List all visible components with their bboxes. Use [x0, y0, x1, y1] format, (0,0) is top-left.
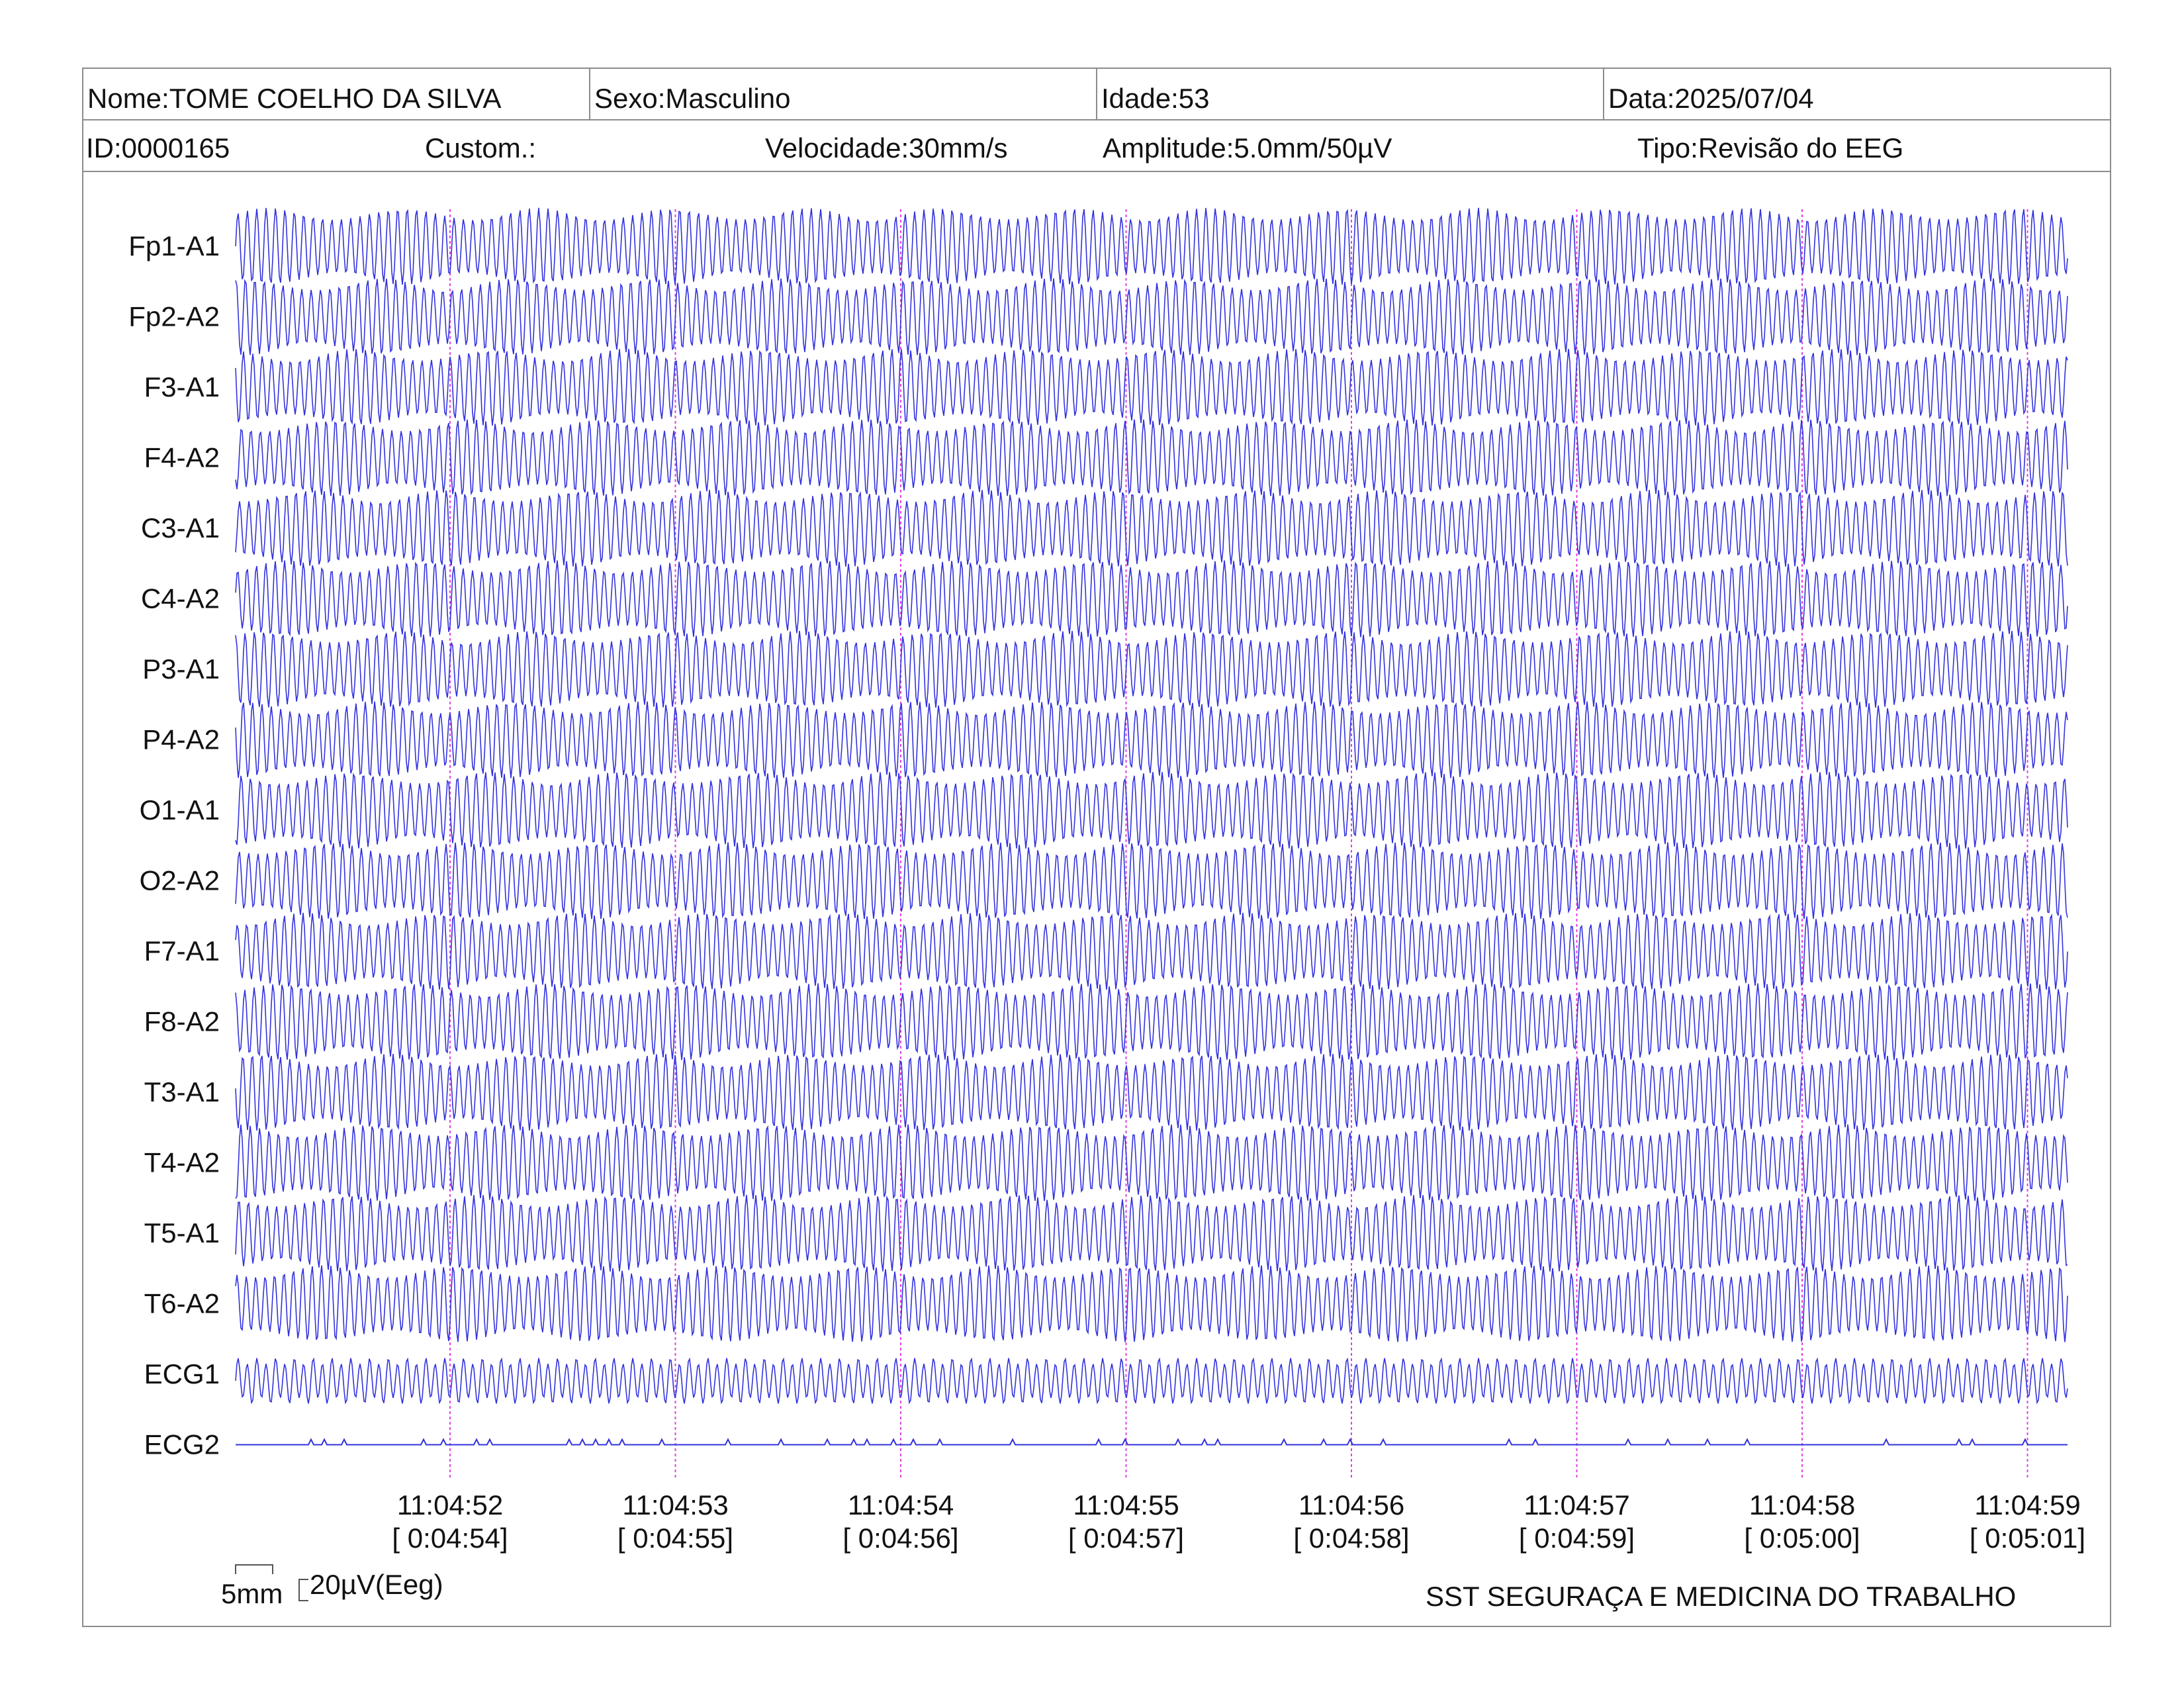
channel-trace — [235, 772, 2068, 849]
channel-label: F3-A1 — [144, 371, 220, 402]
clock-time-label: 11:04:56 — [1298, 1489, 1404, 1521]
channel-trace — [235, 1265, 2068, 1342]
channel-labels: Fp1-A1 Fp2-A2 F3-A1 F4-A2 C3-A1 C4-A2 P3-A1 P4-… — [128, 230, 220, 1460]
channel-trace — [235, 1357, 2068, 1405]
clock-time-label: 11:04:53 — [622, 1489, 728, 1521]
channel-trace — [235, 419, 2068, 496]
channel-trace — [235, 207, 2068, 285]
amplitude-setting: Amplitude:5.0mm/50µV — [1103, 132, 1392, 164]
clock-time-label: 11:04:58 — [1749, 1489, 1855, 1521]
channel-label: F7-A1 — [144, 935, 220, 966]
channel-label: O1-A1 — [140, 794, 220, 825]
channel-trace — [235, 490, 2068, 567]
channel-trace — [235, 912, 2068, 990]
elapsed-time-label: [ 0:04:57] — [1068, 1523, 1184, 1554]
clock-time-label: 11:04:59 — [1974, 1489, 2080, 1521]
patient-name: Nome:TOME COELHO DA SILVA — [83, 69, 590, 119]
channel-trace — [235, 631, 2068, 708]
channel-label: ECG1 — [144, 1358, 220, 1389]
channel-trace — [235, 349, 2068, 426]
elapsed-time-label: [ 0:05:01] — [1970, 1523, 2085, 1554]
report-frame: Nome:TOME COELHO DA SILVA Sexo:Masculino… — [82, 68, 2111, 1627]
channel-trace — [236, 1438, 2068, 1446]
custom-field: Custom.: — [425, 132, 537, 164]
elapsed-time-label: [ 0:04:59] — [1519, 1523, 1635, 1554]
channel-label: C4-A2 — [141, 583, 220, 614]
company-name: SST SEGURAÇA E MEDICINA DO TRABALHO — [1426, 1581, 2017, 1612]
channel-trace — [235, 842, 2068, 919]
time-scale-label: 5mm — [221, 1578, 283, 1609]
channel-label: F4-A2 — [144, 442, 220, 473]
channel-trace — [235, 1195, 2068, 1272]
channel-label: ECG2 — [144, 1429, 220, 1460]
channel-label: Fp1-A1 — [128, 230, 220, 261]
recording-info-row: ID:0000165 Custom.: Velocidade:30mm/s Am… — [83, 120, 2110, 172]
time-marker-lines — [449, 209, 2028, 1480]
time-scale-bracket — [235, 1564, 273, 1574]
patient-info-row: Nome:TOME COELHO DA SILVA Sexo:Masculino… — [83, 69, 2110, 120]
paper-speed: Velocidade:30mm/s — [765, 132, 1008, 164]
channel-traces — [235, 207, 2068, 1446]
channel-trace — [235, 983, 2068, 1060]
exam-date: Data:2025/07/04 — [1608, 83, 1814, 114]
elapsed-time-label: [ 0:04:56] — [842, 1523, 958, 1554]
channel-label: T4-A2 — [144, 1147, 220, 1178]
elapsed-time-label: [ 0:04:58] — [1293, 1523, 1409, 1554]
channel-label: P4-A2 — [142, 724, 220, 755]
scale-bar: 5mm 20µV(Eeg) — [221, 1564, 443, 1609]
amplitude-scale-label: 20µV(Eeg) — [310, 1569, 443, 1600]
clock-time-label: 11:04:52 — [397, 1489, 503, 1521]
channel-label: O2-A2 — [140, 865, 220, 896]
elapsed-time-label: [ 0:04:55] — [617, 1523, 733, 1554]
elapsed-time-label: [ 0:05:00] — [1744, 1523, 1860, 1554]
time-axis-labels: 11:04:52[ 0:04:54] 11:04:53[ 0:04:55] 11:0… — [392, 1489, 2085, 1554]
patient-id: ID:0000165 — [86, 132, 230, 164]
channel-label: P3-A1 — [142, 653, 220, 684]
exam-type: Tipo:Revisão do EEG — [1637, 132, 1904, 164]
amplitude-scale-bracket — [298, 1579, 308, 1601]
patient-sex: Sexo:Masculino — [590, 69, 1097, 119]
patient-age: Idade:53 — [1097, 69, 1604, 119]
channel-trace — [235, 1124, 2068, 1201]
channel-label: Fp2-A2 — [128, 301, 220, 332]
channel-label: T6-A2 — [144, 1288, 220, 1319]
elapsed-time-label: [ 0:04:54] — [392, 1523, 508, 1554]
channel-label: T3-A1 — [144, 1076, 220, 1107]
channel-label: C3-A1 — [141, 512, 220, 543]
channel-trace — [235, 278, 2068, 355]
clock-time-label: 11:04:54 — [848, 1489, 954, 1521]
channel-trace — [235, 560, 2068, 637]
channel-trace — [235, 1054, 2068, 1131]
clock-time-label: 11:04:57 — [1524, 1489, 1629, 1521]
channel-trace — [235, 701, 2068, 778]
clock-time-label: 11:04:55 — [1073, 1489, 1179, 1521]
channel-label: T5-A1 — [144, 1217, 220, 1248]
channel-label: F8-A2 — [144, 1006, 220, 1037]
